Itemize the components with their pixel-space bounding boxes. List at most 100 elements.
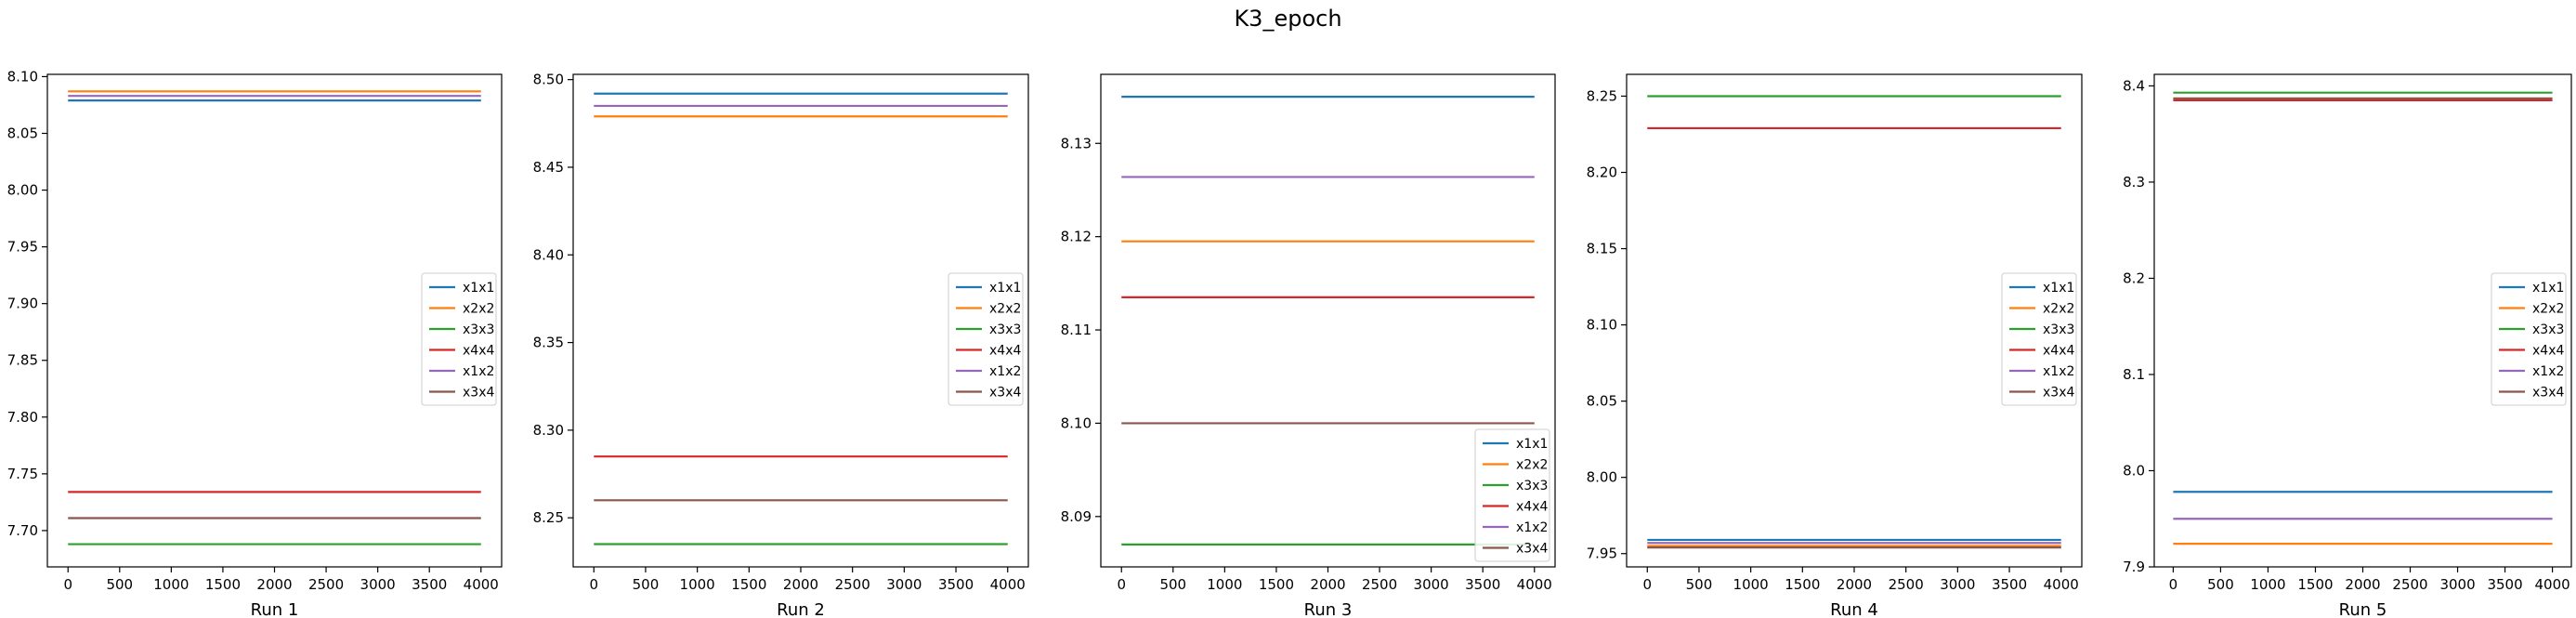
subplot-5: 0 500 1000 1500 2000 2500 3000 3500 4000 7.9 8.0 8.…: [2123, 73, 2572, 618]
x-tick-label: 4000: [1517, 576, 1552, 593]
y-tick-label: 8.05: [1587, 393, 1617, 410]
x-tick-label: 3500: [412, 576, 447, 593]
x-tick-label: 3000: [360, 576, 396, 593]
y-tick-label: 8.50: [533, 72, 564, 88]
y-tick-label: 8.2: [2123, 270, 2145, 286]
x-tick-label: 500: [633, 576, 660, 593]
x-tick-label: 500: [106, 576, 133, 593]
y-tick-label: 8.1: [2123, 366, 2145, 383]
x-tick-label: 2000: [1837, 576, 1872, 593]
x-tick-label: 2000: [783, 576, 818, 593]
y-tick-label: 8.35: [533, 335, 564, 351]
x-tick-label: 4000: [464, 576, 499, 593]
legend-box: [948, 272, 1024, 406]
legend-label-x1x2: x1x2: [989, 364, 1021, 379]
x-tick-label: 3000: [886, 576, 922, 593]
legend-label-x2x2: x2x2: [2043, 302, 2074, 317]
legend-label-x3x4: x3x4: [1516, 542, 1548, 557]
legend-label-x1x2: x1x2: [1516, 520, 1548, 535]
x-tick-label: 1000: [1207, 576, 1242, 593]
x-tick-label: 3000: [1414, 576, 1449, 593]
legend-box: [2001, 272, 2077, 406]
x-tick-label: 4000: [990, 576, 1026, 593]
y-tick-label: 8.30: [533, 422, 564, 439]
x-tick-label: 1500: [2297, 576, 2333, 593]
x-tick-label: 500: [2207, 576, 2234, 593]
y-tick-label: 8.45: [533, 159, 564, 176]
y-tick-label: 7.80: [7, 409, 38, 426]
legend-label-x4x4: x4x4: [1516, 500, 1548, 515]
legend-box: [421, 272, 497, 406]
legend-label-x1x1: x1x1: [463, 281, 494, 296]
x-axis-label: Run 3: [1304, 600, 1353, 618]
y-tick-label: 8.00: [1587, 469, 1617, 486]
y-tick-label: 8.09: [1061, 508, 1092, 525]
legend-label-x4x4: x4x4: [989, 344, 1021, 359]
legend-label-x4x4: x4x4: [2532, 344, 2564, 359]
x-tick-label: 1500: [205, 576, 241, 593]
y-tick-label: 8.20: [1587, 164, 1617, 181]
x-tick-label: 2000: [1310, 576, 1345, 593]
x-tick-label: 2500: [308, 576, 344, 593]
y-tick-label: 8.10: [7, 68, 38, 85]
x-tick-label: 3500: [1992, 576, 2027, 593]
legend-label-x2x2: x2x2: [1516, 458, 1548, 473]
legend-label-x2x2: x2x2: [989, 302, 1021, 317]
legend-label-x2x2: x2x2: [2532, 302, 2564, 317]
x-axis-label: Run 2: [777, 600, 825, 618]
legend-label-x1x1: x1x1: [2043, 281, 2074, 296]
y-tick-label: 7.70: [7, 522, 38, 539]
x-tick-label: 3500: [2487, 576, 2522, 593]
y-tick-label: 7.95: [7, 239, 38, 256]
x-tick-label: 3000: [2439, 576, 2475, 593]
legend-label-x3x3: x3x3: [463, 322, 494, 337]
x-tick-label: 2500: [1889, 576, 1924, 593]
y-tick-label: 7.75: [7, 466, 38, 482]
x-tick-label: 2500: [2392, 576, 2427, 593]
legend: x1x1 x2x2 x3x3 x4x4 x1x2 x3x4: [948, 272, 1024, 406]
legend-label-x1x2: x1x2: [2532, 364, 2564, 379]
x-tick-label: 3000: [1940, 576, 1975, 593]
x-tick-label: 0: [1117, 576, 1126, 593]
x-tick-label: 1500: [1259, 576, 1294, 593]
y-tick-label: 7.85: [7, 352, 38, 369]
legend-label-x3x4: x3x4: [989, 386, 1021, 401]
legend-label-x3x3: x3x3: [989, 322, 1021, 337]
legend-box: [2491, 272, 2567, 406]
legend-label-x1x1: x1x1: [1516, 437, 1548, 452]
legend: x1x1 x2x2 x3x3 x4x4 x1x2 x3x4: [1474, 428, 1550, 562]
y-tick-label: 8.25: [1587, 87, 1617, 104]
y-tick-label: 8.4: [2123, 77, 2145, 94]
legend-label-x1x1: x1x1: [2532, 281, 2564, 296]
x-tick-label: 1500: [1785, 576, 1820, 593]
y-tick-label: 7.90: [7, 296, 38, 312]
x-tick-label: 4000: [2044, 576, 2079, 593]
x-tick-label: 1000: [1733, 576, 1769, 593]
x-tick-label: 3500: [938, 576, 974, 593]
y-tick-label: 8.10: [1061, 414, 1092, 431]
figure-title: K3_epoch: [1234, 6, 1342, 32]
x-axis-label: Run 1: [251, 600, 299, 618]
subplot-2: 0 500 1000 1500 2000 2500 3000 3500 4000 8.25 8.30…: [533, 72, 1029, 618]
x-tick-label: 2000: [2345, 576, 2380, 593]
y-tick-label: 8.11: [1061, 322, 1092, 338]
subplot-1: 0 500 1000 1500 2000 2500 3000 3500 4000 7.70 7.75…: [7, 68, 503, 618]
legend-label-x4x4: x4x4: [2043, 344, 2074, 359]
y-tick-label: 7.95: [1587, 546, 1617, 562]
x-tick-label: 1000: [2250, 576, 2285, 593]
legend: x1x1 x2x2 x3x3 x4x4 x1x2 x3x4: [2001, 272, 2077, 406]
y-tick-label: 8.3: [2123, 174, 2145, 191]
legend: x1x1 x2x2 x3x3 x4x4 x1x2 x3x4: [2491, 272, 2567, 406]
x-axis-label: Run 4: [1830, 600, 1878, 618]
x-tick-label: 4000: [2534, 576, 2569, 593]
y-tick-label: 7.9: [2123, 559, 2145, 575]
x-axis-label: Run 5: [2339, 600, 2387, 618]
legend-box: [1474, 428, 1550, 562]
legend-label-x3x4: x3x4: [463, 386, 494, 401]
legend-label-x3x4: x3x4: [2532, 386, 2564, 401]
legend-label-x1x1: x1x1: [989, 281, 1021, 296]
x-tick-label: 2000: [256, 576, 292, 593]
x-tick-label: 0: [2169, 576, 2178, 593]
x-tick-label: 2500: [1362, 576, 1397, 593]
